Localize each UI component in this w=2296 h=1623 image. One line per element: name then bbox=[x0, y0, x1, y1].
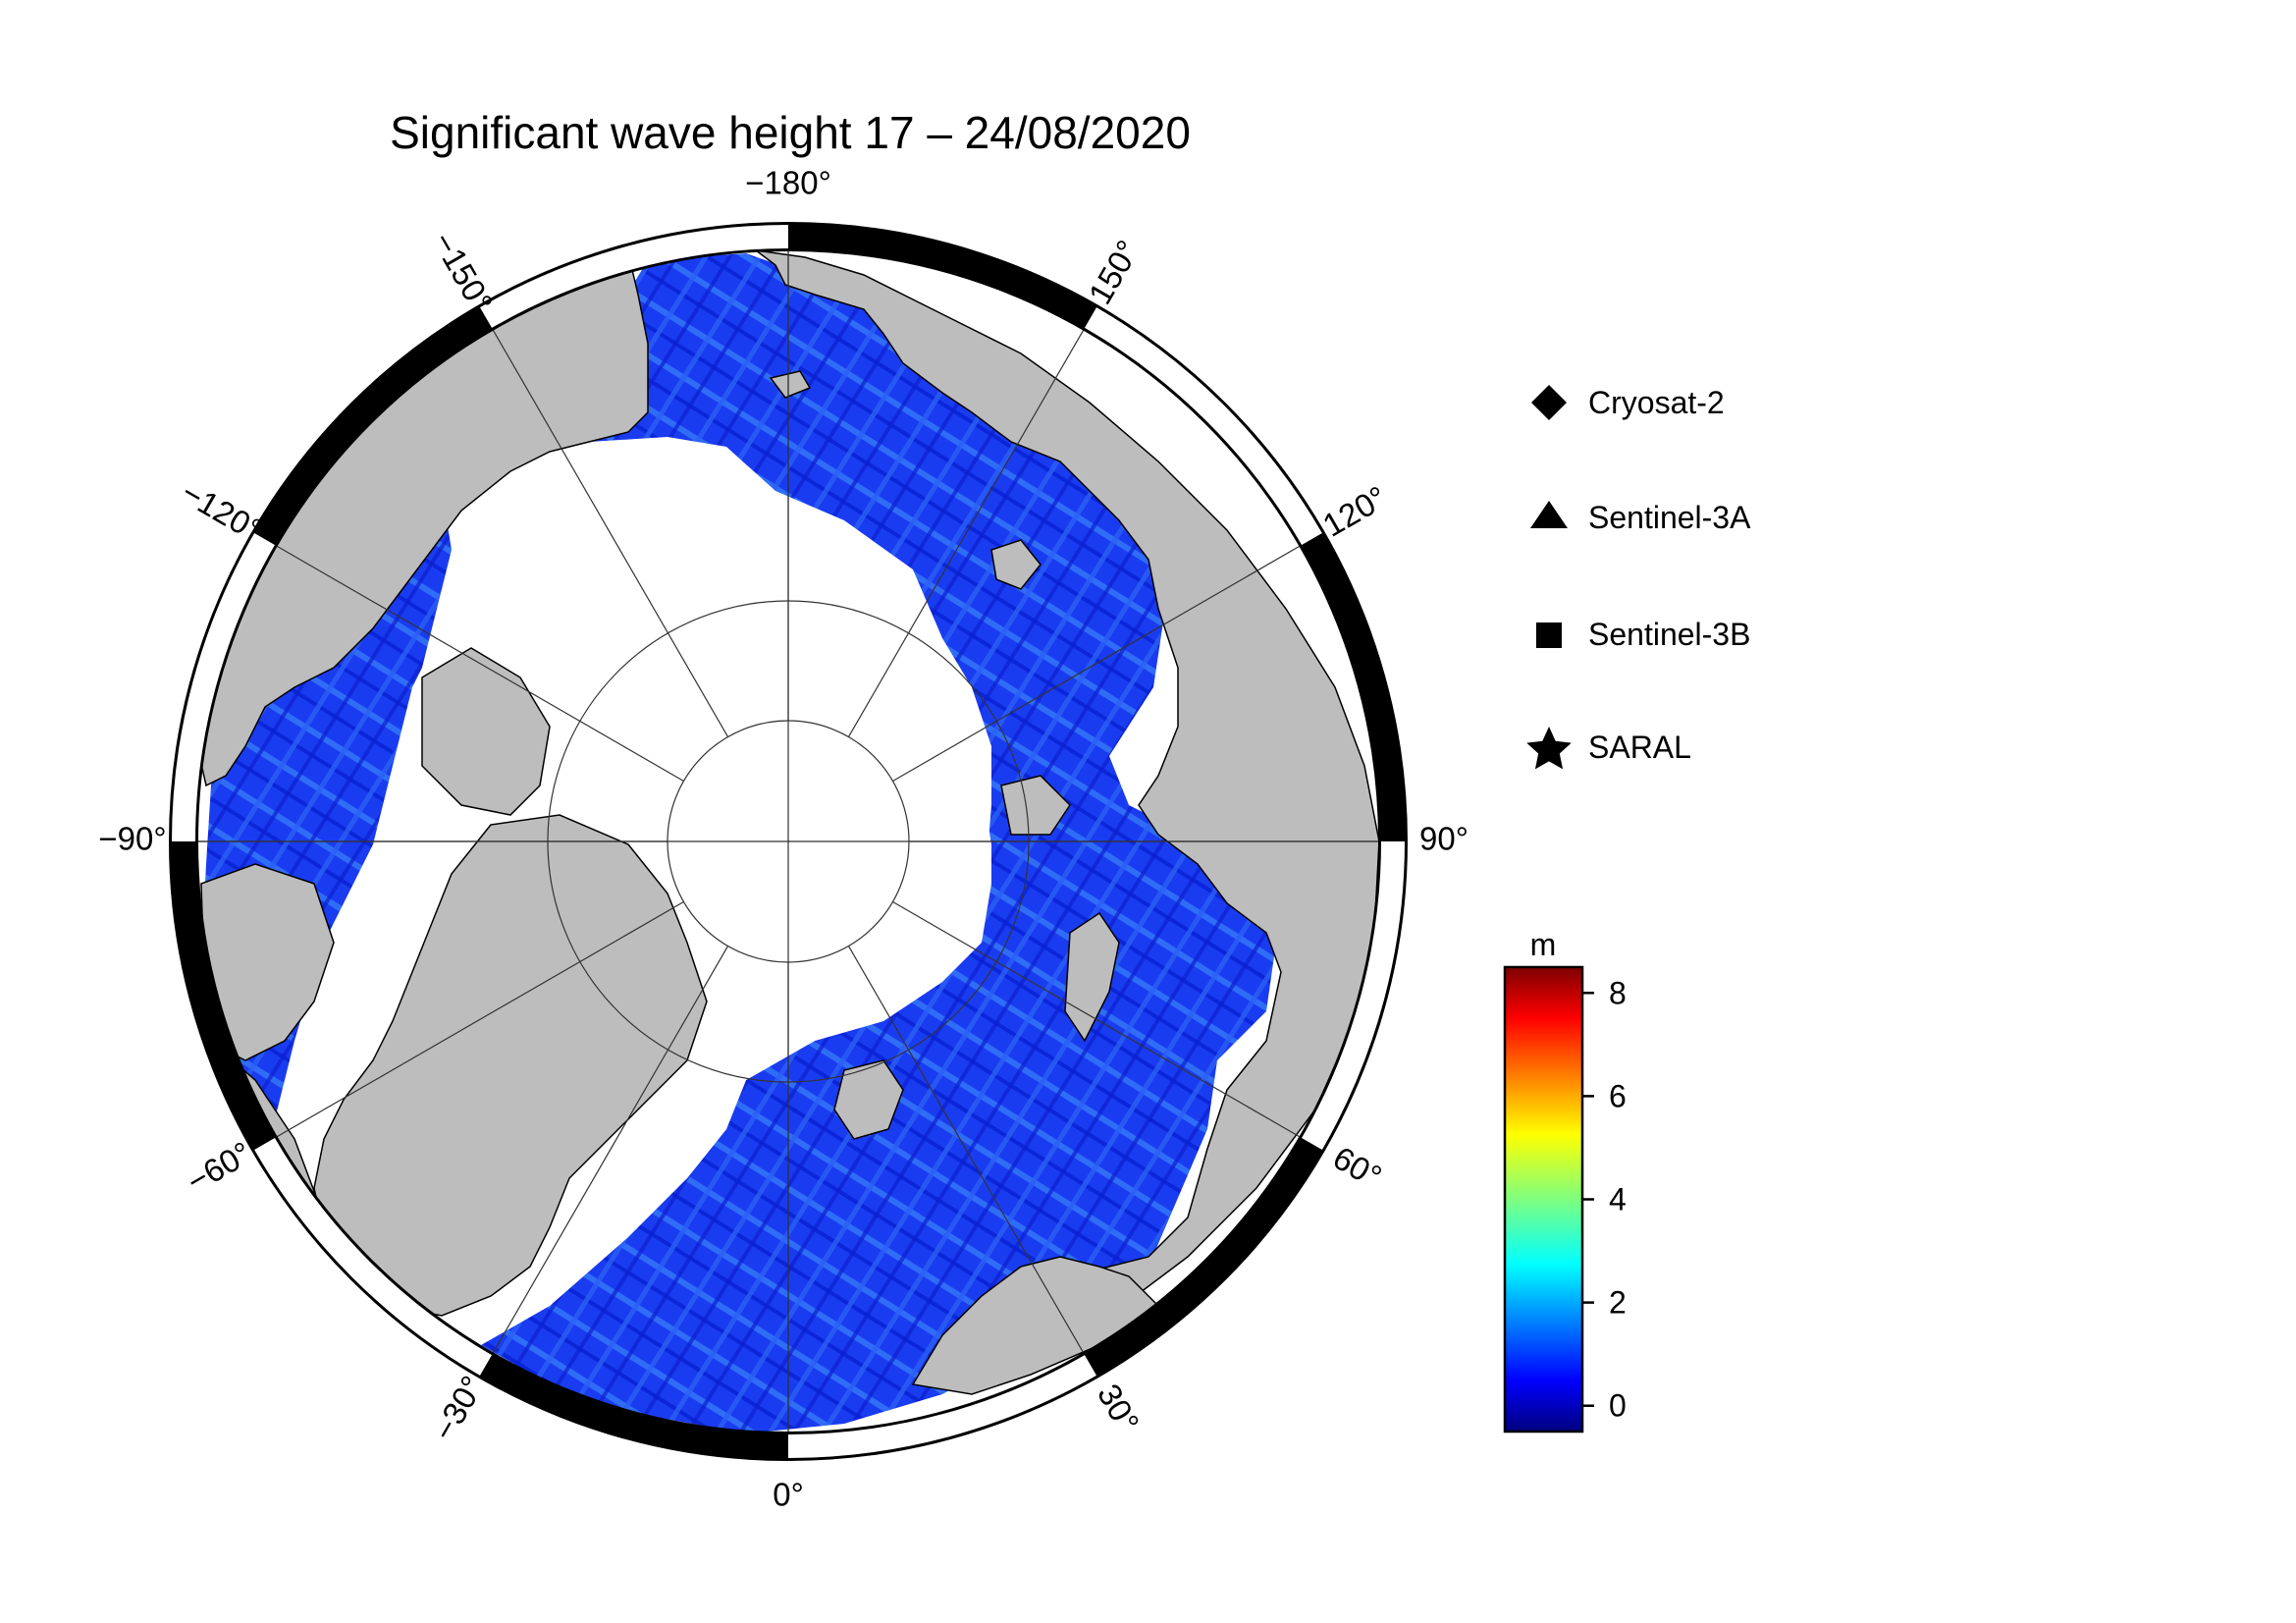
longitude-label: −30° bbox=[425, 1370, 491, 1446]
diamond-icon bbox=[1531, 385, 1567, 420]
map-layers bbox=[197, 250, 1379, 1433]
triangle-icon bbox=[1530, 501, 1568, 528]
legend-label-sentinel-3a: Sentinel-3A bbox=[1588, 500, 1751, 535]
meridian--150 bbox=[492, 329, 729, 737]
map-frame bbox=[169, 222, 1408, 1461]
frame-light-segments bbox=[172, 225, 1405, 1458]
legend-label-sentinel-3b: Sentinel-3B bbox=[1588, 617, 1750, 652]
legend-label-cryosat-2: Cryosat-2 bbox=[1588, 385, 1725, 420]
longitude-label: −120° bbox=[176, 474, 268, 549]
land-scandinavia bbox=[911, 1256, 1160, 1395]
meridian-150 bbox=[847, 329, 1085, 737]
frame-light-segment bbox=[480, 225, 789, 328]
legend-item-sentinel-3a: Sentinel-3A bbox=[1530, 500, 1751, 535]
satellite-legend: Cryosat-2 Sentinel-3A Sentinel-3B SARAL bbox=[1526, 385, 1751, 770]
land-eurasia bbox=[755, 250, 1379, 1385]
longitude-label: 150° bbox=[1082, 234, 1147, 310]
colorbar-tick-label: 8 bbox=[1609, 975, 1627, 1010]
land-severnaya-zemlya bbox=[1000, 775, 1071, 836]
meridian--60 bbox=[276, 900, 684, 1138]
meridian-30 bbox=[847, 946, 1085, 1354]
colorbar-ticks: 0 2 4 6 8 bbox=[1582, 975, 1627, 1424]
land-canadian-archipelago bbox=[421, 647, 551, 816]
meridian-120 bbox=[892, 545, 1301, 783]
longitude-label: −90° bbox=[98, 821, 166, 857]
longitude-label: 60° bbox=[1327, 1139, 1388, 1195]
land-svalbard bbox=[833, 1059, 904, 1140]
meridian-60 bbox=[892, 900, 1301, 1138]
land-wrangel bbox=[769, 370, 812, 399]
longitude-label: 30° bbox=[1091, 1378, 1147, 1438]
graticule bbox=[197, 250, 1379, 1433]
longitude-label: 90° bbox=[1419, 821, 1468, 857]
longitude-label: −60° bbox=[181, 1134, 257, 1200]
legend-label-saral: SARAL bbox=[1588, 730, 1691, 765]
frame-light-segment bbox=[1302, 840, 1405, 1150]
meridian-lines bbox=[197, 250, 1379, 1433]
longitude-label: 120° bbox=[1316, 479, 1393, 544]
colorbar-tick-label: 4 bbox=[1609, 1182, 1627, 1217]
square-icon bbox=[1536, 622, 1562, 648]
frame-light-segment bbox=[787, 1355, 1096, 1458]
frame-light-segment bbox=[172, 533, 275, 842]
longitude-label: 0° bbox=[773, 1477, 804, 1513]
colorbar: m 0 2 4 6 8 bbox=[1503, 927, 1627, 1434]
colorbar-tick-label: 2 bbox=[1609, 1285, 1627, 1321]
colorbar-unit: m bbox=[1530, 927, 1557, 962]
land-new-siberian-islands bbox=[990, 539, 1041, 590]
map-title: Significant wave height 17 – 24/08/2020 bbox=[390, 107, 1191, 158]
longitude-label: −180° bbox=[745, 165, 831, 201]
longitude-label: −150° bbox=[426, 226, 501, 318]
legend-item-cryosat-2: Cryosat-2 bbox=[1531, 385, 1725, 420]
legend-item-saral: SARAL bbox=[1526, 727, 1691, 770]
frame-inner-edge bbox=[196, 249, 1380, 1434]
colorbar-tick-label: 0 bbox=[1609, 1388, 1627, 1424]
frame-light-segment bbox=[254, 1137, 493, 1376]
colorbar-gradient bbox=[1503, 965, 1584, 1434]
colorbar-tick-label: 6 bbox=[1609, 1078, 1627, 1113]
legend-item-sentinel-3b: Sentinel-3B bbox=[1536, 617, 1750, 652]
land-greenland bbox=[313, 814, 708, 1317]
star-icon bbox=[1526, 727, 1572, 770]
wave-height-swath bbox=[481, 253, 1276, 1433]
frame-light-segment bbox=[1084, 307, 1322, 546]
meridian--30 bbox=[492, 946, 729, 1354]
map-disk: −180° −150° −120° −90° −60° −30° 0° 30° 60° 90° 12… bbox=[98, 165, 1468, 1513]
frame-outer-edge bbox=[169, 222, 1408, 1461]
meridian--120 bbox=[276, 545, 684, 783]
